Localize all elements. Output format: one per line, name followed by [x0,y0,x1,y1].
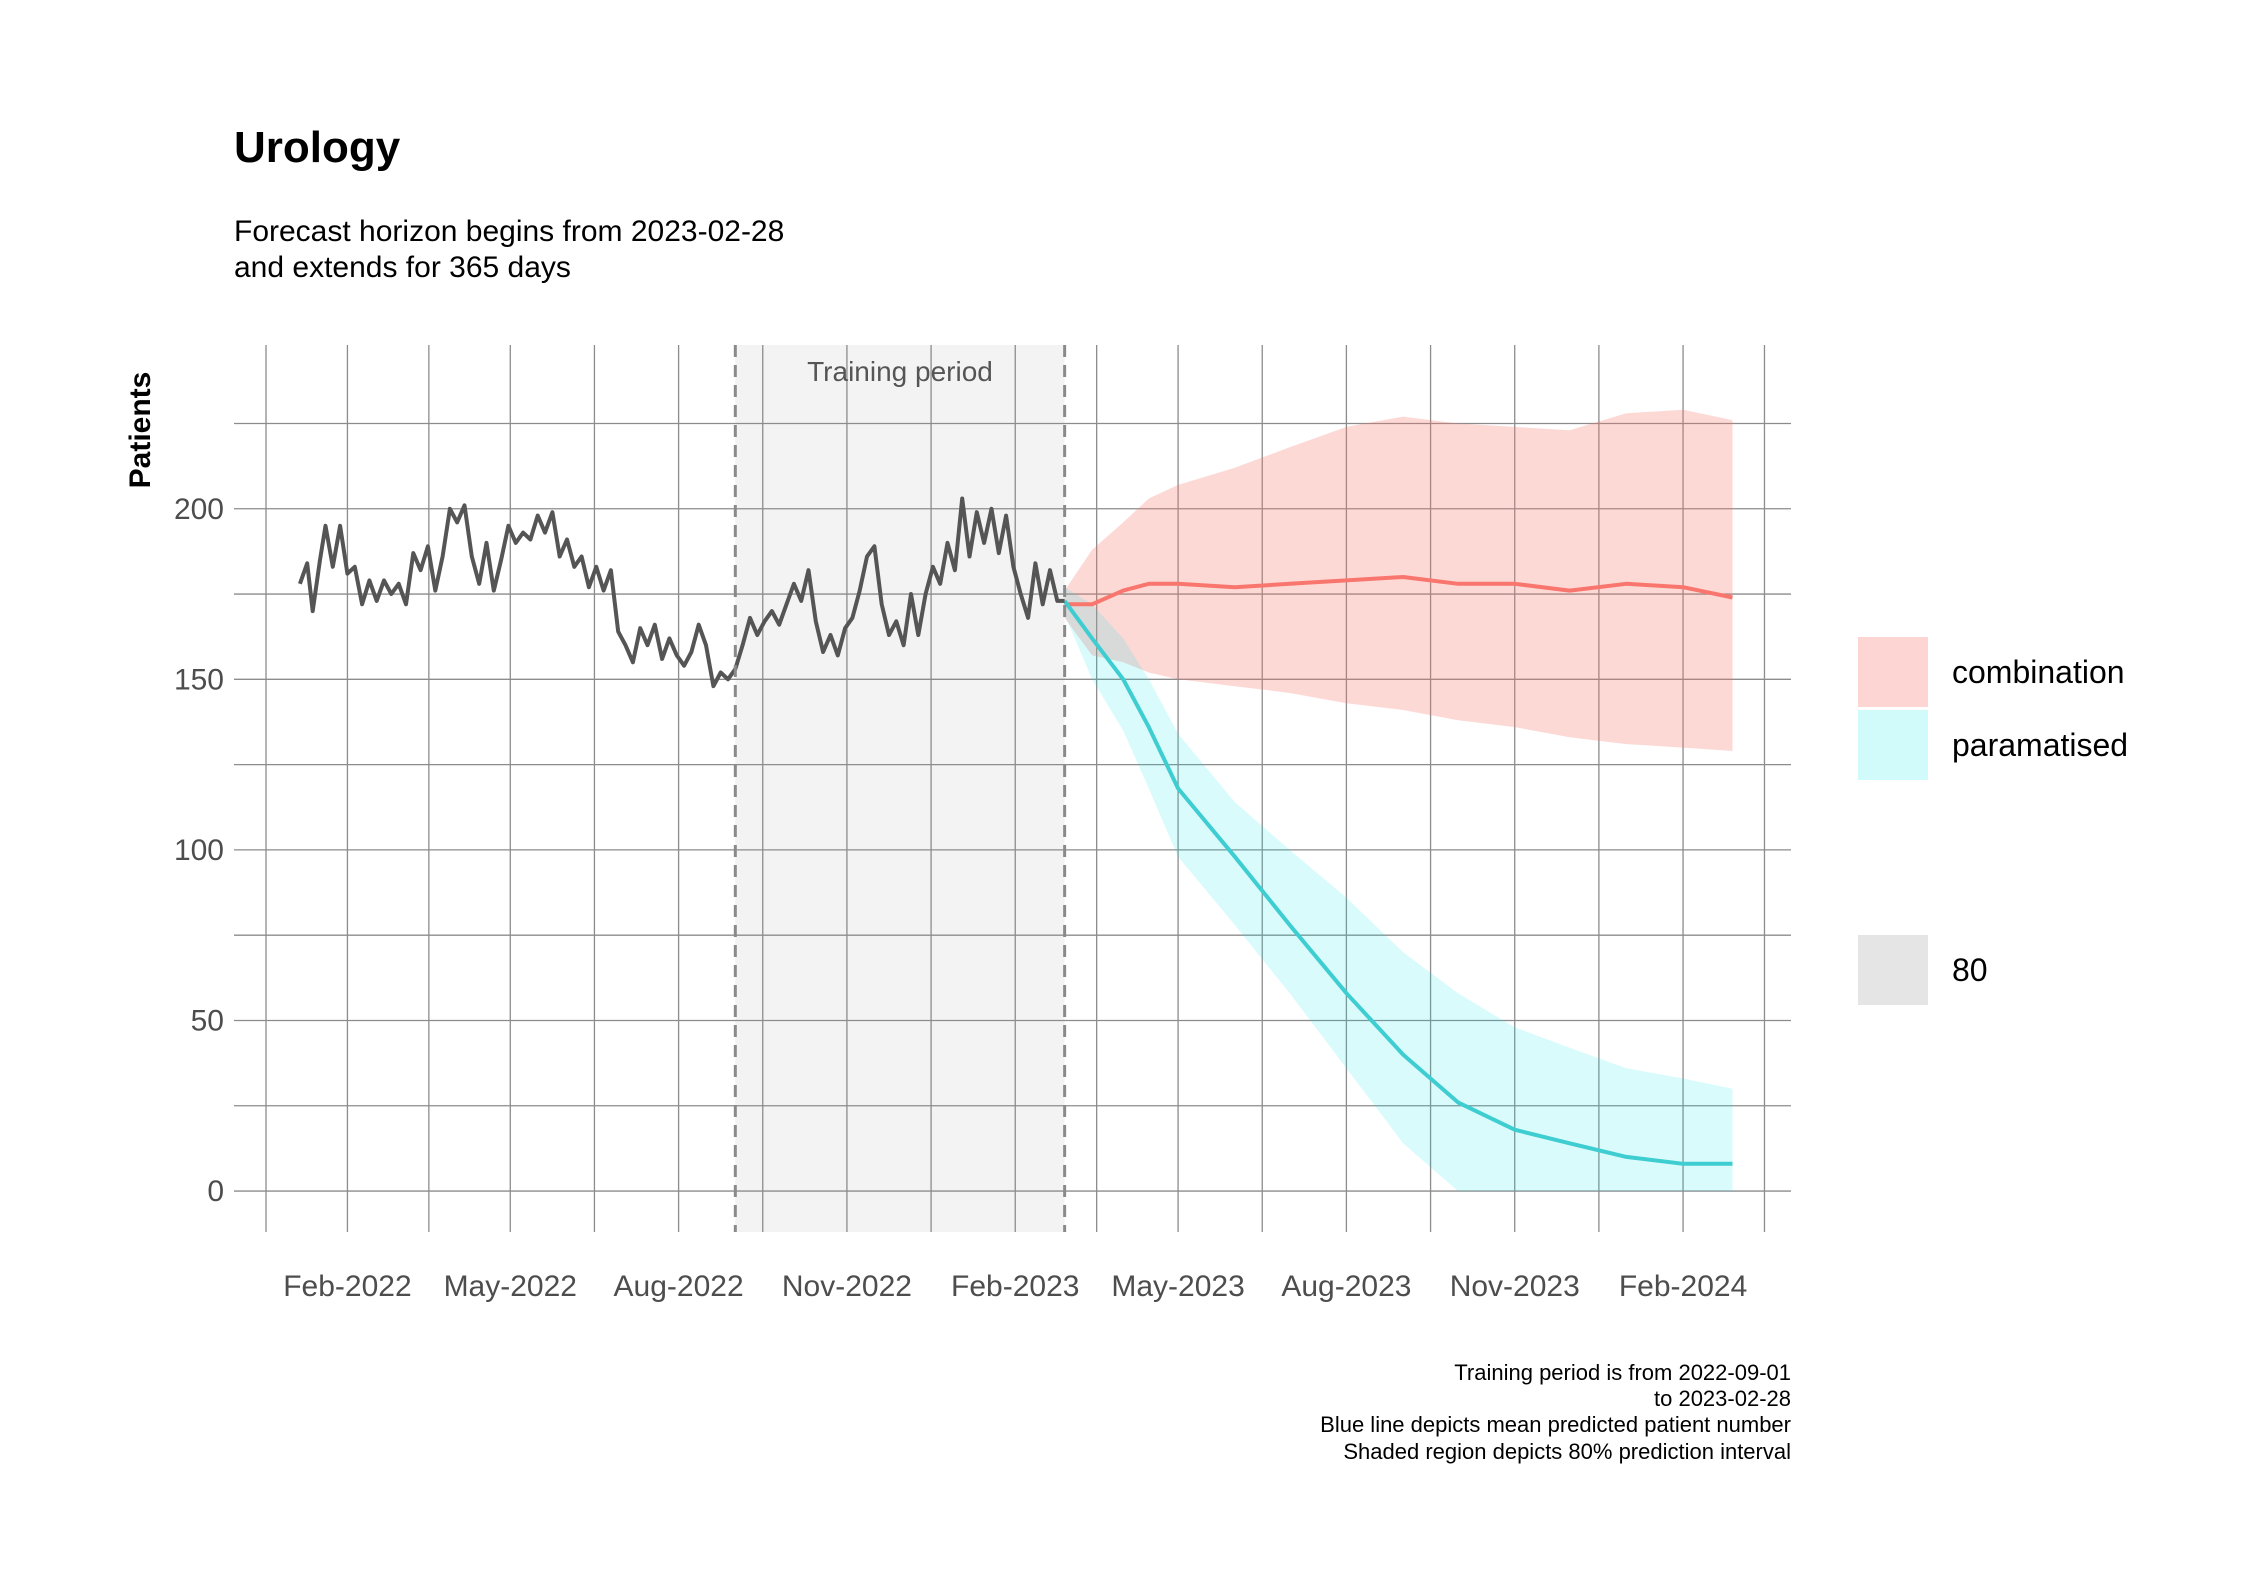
line-paramatised [1062,599,1733,1166]
axis-ticks: 0 50 100 150 200 Feb-2022 May-2022 Aug-2022 Nov-… [174,493,1747,1303]
y-tick-label: 100 [174,834,224,867]
training-period-region [735,345,1065,1232]
caption-line-4: Shaded region depicts 80% prediction int… [1343,1439,1791,1464]
legend-label-interval: 80 [1952,952,1988,988]
y-tick-label: 150 [174,663,224,696]
y-tick-label: 200 [174,493,224,526]
prediction-interval-bands [1064,409,1733,1192]
x-tick-label: Nov-2023 [1450,1270,1580,1303]
x-tick-label: Aug-2022 [614,1270,744,1303]
x-tick-label: Feb-2023 [951,1270,1079,1303]
y-tick-label: 0 [207,1175,224,1208]
legend-key-combination [1858,637,1928,707]
legend-key-interval [1858,935,1928,1005]
series-lines [298,496,1733,1166]
legend-key-paramatised [1858,710,1928,780]
chart-title: Urology [234,123,401,172]
line-observed [298,496,1065,689]
training-period-label: Training period [807,356,993,387]
x-tick-label: May-2023 [1111,1270,1244,1303]
legend: combination paramatised 80 [1858,637,2128,1005]
chart-subtitle-line-2: and extends for 365 days [234,251,571,284]
y-axis-label: Patients [124,372,157,489]
caption-line-3: Blue line depicts mean predicted patient… [1320,1412,1791,1437]
legend-label-paramatised: paramatised [1952,727,2128,763]
grid [234,345,1791,1232]
band-combination [1064,409,1733,751]
y-tick-label: 50 [191,1004,224,1037]
caption: Training period is from 2022-09-01 to 20… [1320,1360,1791,1464]
x-tick-label: Feb-2022 [283,1270,411,1303]
legend-label-combination: combination [1952,654,2125,690]
x-tick-label: Nov-2022 [782,1270,912,1303]
chart-subtitle-line-1: Forecast horizon begins from 2023-02-28 [234,215,784,248]
caption-line-2: to 2023-02-28 [1654,1386,1791,1411]
line-combination [1064,575,1733,607]
band-paramatised [1064,587,1733,1192]
x-tick-label: Feb-2024 [1619,1270,1747,1303]
x-tick-label: May-2022 [444,1270,577,1303]
training-period-shade [735,345,1065,1232]
caption-line-1: Training period is from 2022-09-01 [1454,1360,1791,1385]
x-tick-label: Aug-2023 [1281,1270,1411,1303]
training-boundaries [733,345,1067,1232]
